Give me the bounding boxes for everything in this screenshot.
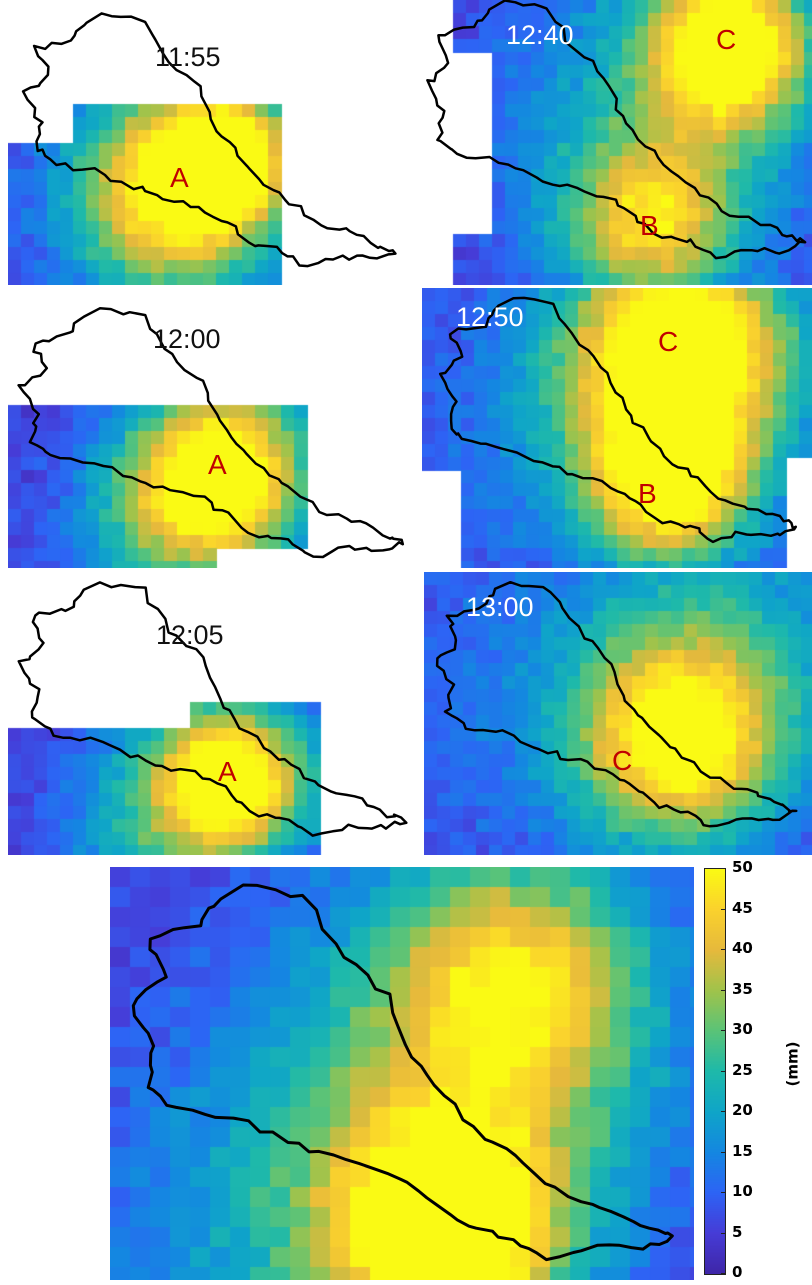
map-panel-1200: 12:00 A <box>8 288 408 568</box>
colorbar-tick-label: 5 <box>732 1222 743 1241</box>
storm-label-c: C <box>658 326 679 357</box>
colorbar-tick-label: 10 <box>732 1182 753 1200</box>
storm-label-a: A <box>170 162 189 193</box>
colorbar-tick-label: 50 <box>732 858 753 876</box>
precip-raster <box>8 572 408 855</box>
storm-label-b: B <box>638 478 657 509</box>
time-label: 12:40 <box>506 20 574 50</box>
colorbar-tick-mark <box>721 1232 725 1234</box>
precip-raster <box>422 288 812 568</box>
catchment-outline <box>17 581 408 837</box>
colorbar-tick-mark <box>721 949 725 950</box>
colorbar-tick-label: 20 <box>732 1101 753 1119</box>
cumulative-map <box>110 867 694 1280</box>
colorbar-unit-label: (mm) <box>783 1041 802 1087</box>
precip-raster <box>8 0 408 285</box>
storm-label-a: A <box>208 449 227 480</box>
colorbar-tick-mark <box>721 1273 725 1274</box>
colorbar-tick-label: 25 <box>732 1060 753 1079</box>
colorbar-tick-mark <box>721 1192 725 1193</box>
colorbar-tick-mark <box>721 1111 725 1112</box>
time-label: 12:00 <box>153 324 221 354</box>
catchment-outline <box>426 0 807 260</box>
storm-label-b: B <box>640 210 659 241</box>
precip-raster <box>8 288 408 568</box>
time-label: 12:05 <box>156 620 224 650</box>
catchment-outline <box>17 307 405 559</box>
catchment-boundary <box>17 581 408 837</box>
catchment-boundary <box>435 580 798 828</box>
colorbar-tick-mark <box>721 1070 725 1072</box>
catchment-boundary <box>131 883 674 1262</box>
precip-raster <box>424 572 812 855</box>
storm-label-c: C <box>612 745 633 776</box>
colorbar-tick-label: 15 <box>732 1141 753 1160</box>
catchment-boundary <box>17 307 405 559</box>
time-label: 13:00 <box>466 592 534 622</box>
colorbar-tick-label: 45 <box>732 898 753 917</box>
catchment-outline <box>21 12 397 268</box>
colorbar-tick-label: 40 <box>732 939 753 957</box>
colorbar-tick-label: 30 <box>732 1020 753 1038</box>
time-label: 12:50 <box>456 302 524 332</box>
catchment-boundary <box>426 0 807 260</box>
colorbar-tick-mark <box>721 1030 725 1031</box>
map-panel-1155: 11:55 A <box>8 0 408 285</box>
colorbar-tick-mark <box>721 989 725 991</box>
catchment-boundary <box>21 12 397 268</box>
map-panel-1250: 12:50 B C <box>422 288 812 568</box>
catchment-boundary <box>438 296 798 544</box>
colorbar-tick-mark <box>721 868 725 869</box>
catchment-outline <box>435 580 798 828</box>
catchment-outline <box>438 296 798 544</box>
colorbar-tick-mark <box>721 1151 725 1153</box>
colorbar-tick-label: 35 <box>732 979 753 998</box>
catchment-outline <box>131 883 674 1262</box>
time-label: 11:55 <box>155 42 221 72</box>
map-panel-1205: 12:05 A <box>8 572 408 855</box>
storm-label-c: C <box>716 24 737 55</box>
map-panel-1240: 12:40 B C <box>414 0 812 285</box>
precip-raster <box>110 867 694 1280</box>
precip-raster <box>414 0 812 285</box>
colorbar <box>704 868 726 1275</box>
colorbar-tick-mark <box>721 908 725 910</box>
storm-label-a: A <box>218 756 237 787</box>
map-panel-1300: 13:00 C <box>424 572 812 855</box>
colorbar-tick-label: 0 <box>732 1263 743 1281</box>
